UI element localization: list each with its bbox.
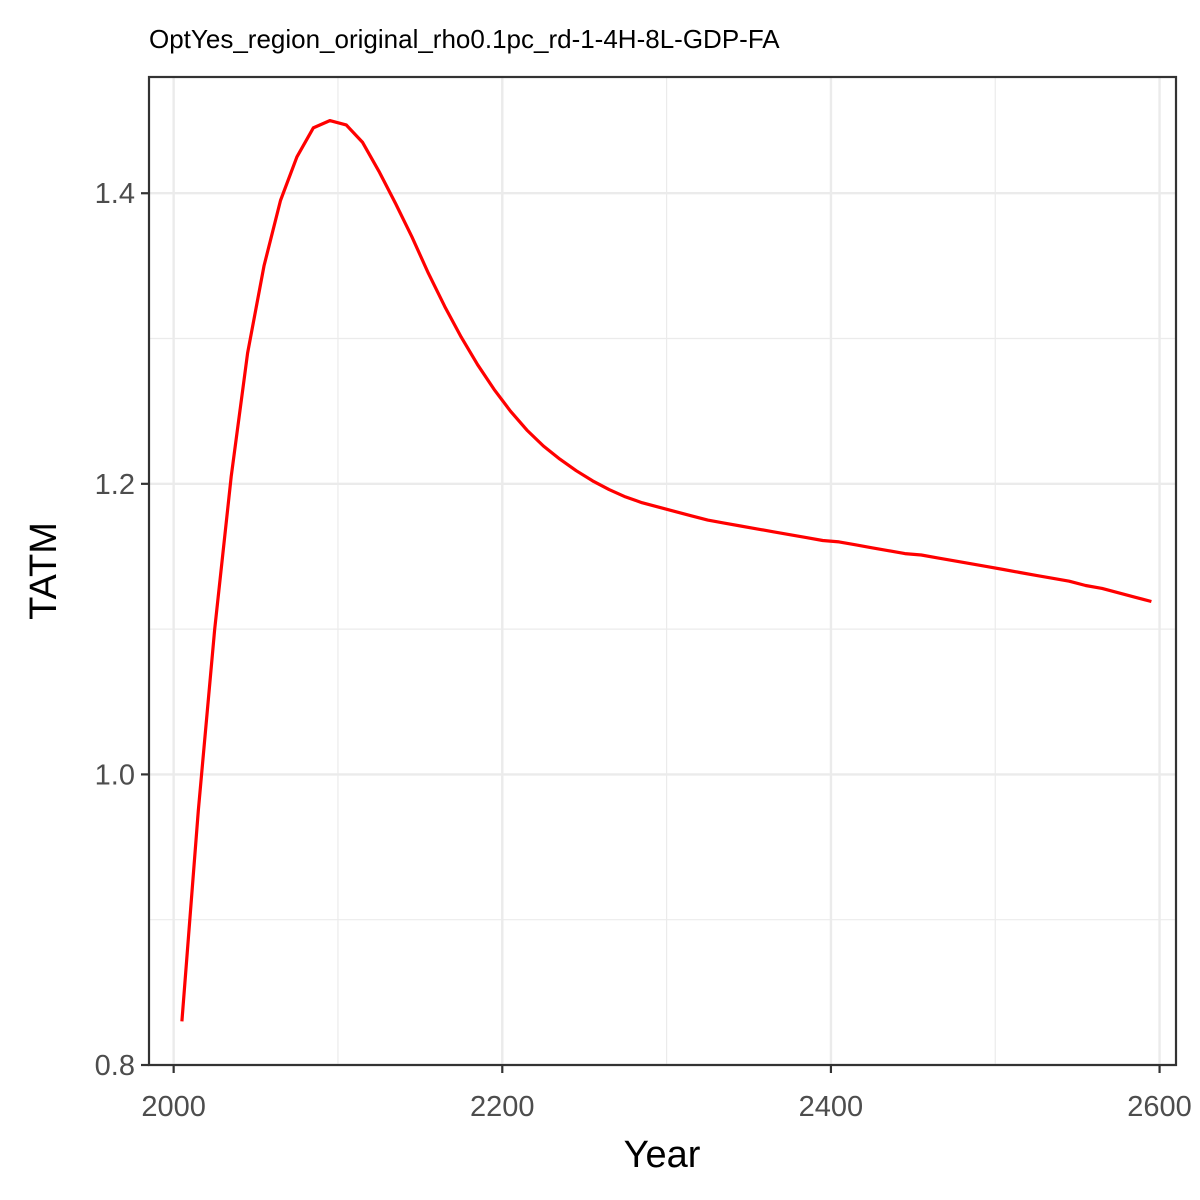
- y-tick-label: 1.4: [95, 178, 135, 210]
- y-tick-label: 1.0: [95, 759, 135, 791]
- plot-background: [149, 77, 1176, 1065]
- y-tick-label: 1.2: [95, 469, 135, 501]
- minor-gridlines: [149, 77, 1176, 1065]
- x-tick-label: 2400: [799, 1091, 864, 1123]
- chart-title: OptYes_region_original_rho0.1pc_rd-1-4H-…: [149, 24, 780, 54]
- tatm-series-line: [180, 118, 1152, 1022]
- y-axis: 0.8 1.0 1.2 1.4: [95, 178, 149, 1082]
- series-layer: [180, 118, 1152, 1022]
- x-axis: 2000 2200 2400 2600: [141, 1065, 1192, 1123]
- x-tick-label: 2000: [141, 1091, 206, 1123]
- x-tick-label: 2600: [1127, 1091, 1192, 1123]
- x-tick-label: 2200: [470, 1091, 535, 1123]
- plot-border: [147, 75, 1178, 1067]
- x-axis-title: Year: [624, 1134, 701, 1176]
- y-tick-label: 0.8: [95, 1050, 135, 1082]
- y-axis-title: TATM: [23, 522, 65, 620]
